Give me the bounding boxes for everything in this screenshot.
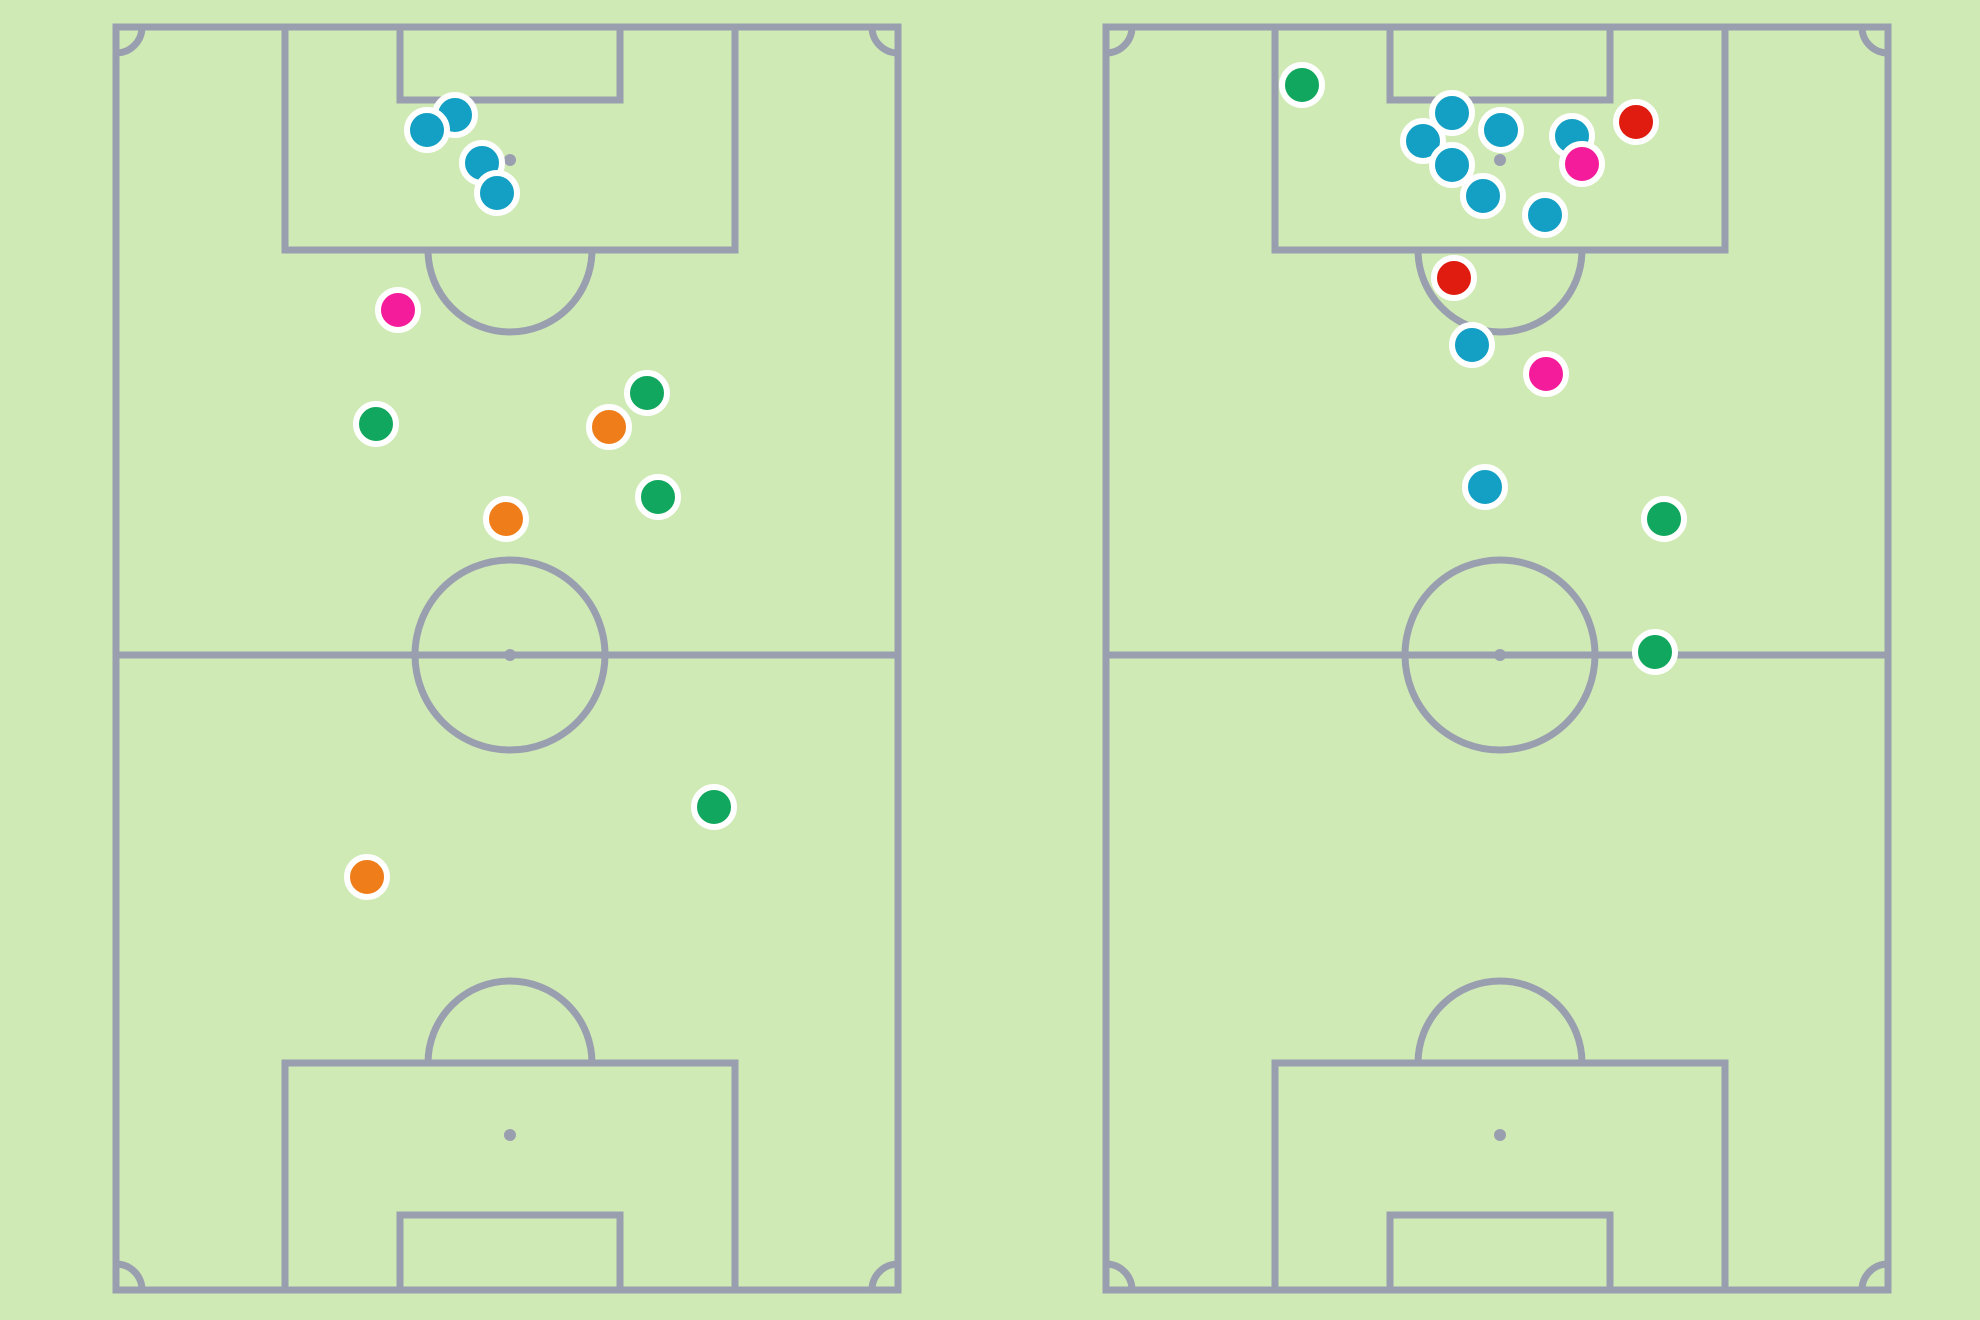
- penalty-spot-bottom: [504, 1129, 516, 1141]
- shot-marker-green[interactable]: [1279, 62, 1325, 108]
- shot-marker-blue[interactable]: [1429, 142, 1475, 188]
- shot-marker-green[interactable]: [1641, 496, 1687, 542]
- shot-marker-blue[interactable]: [1460, 173, 1506, 219]
- shot-marker-blue[interactable]: [1522, 192, 1568, 238]
- shot-marker-orange[interactable]: [483, 496, 529, 542]
- center-spot: [1494, 649, 1506, 661]
- center-circle: [1401, 556, 1599, 754]
- penalty-arc-bottom: [424, 977, 596, 1064]
- penalty-spot-top: [504, 154, 516, 166]
- shot-marker-red[interactable]: [1613, 99, 1659, 145]
- corner-arc-bottom-left: [1105, 1260, 1136, 1291]
- penalty-arc-bottom: [1414, 977, 1586, 1064]
- shot-marker-blue[interactable]: [1429, 90, 1475, 136]
- penalty-spot-top: [1494, 154, 1506, 166]
- shot-marker-pink[interactable]: [1559, 141, 1605, 187]
- pitch-panel-left-pitch: [112, 23, 902, 1294]
- corner-arc-top-right: [868, 26, 899, 57]
- pitch-panel-right-pitch: [990, 0, 1980, 1320]
- shot-marker-green[interactable]: [1632, 629, 1678, 675]
- six-yard-box-top: [1386, 23, 1614, 104]
- six-yard-box-top: [396, 23, 624, 104]
- shot-marker-pink[interactable]: [375, 287, 421, 333]
- shot-marker-blue[interactable]: [1478, 107, 1524, 153]
- penalty-arc-top: [1414, 249, 1586, 336]
- shot-marker-green[interactable]: [691, 784, 737, 830]
- corner-arc-bottom-left: [115, 1260, 146, 1291]
- corner-arc-top-left: [115, 26, 146, 57]
- penalty-box-bottom: [281, 1059, 739, 1294]
- penalty-box-bottom: [1271, 1059, 1729, 1294]
- pitch-svg: [1102, 23, 1892, 1294]
- corner-arc-top-right: [1858, 26, 1889, 57]
- shot-marker-orange[interactable]: [586, 404, 632, 450]
- penalty-spot-bottom: [1494, 1129, 1506, 1141]
- six-yard-box-bottom: [396, 1211, 624, 1294]
- shot-marker-blue[interactable]: [404, 107, 450, 153]
- corner-arc-bottom-right: [1858, 1260, 1889, 1291]
- center-spot: [504, 649, 516, 661]
- shot-marker-blue[interactable]: [474, 170, 520, 216]
- penalty-arc-top: [424, 249, 596, 336]
- pitch-svg: [112, 23, 902, 1294]
- shot-marker-blue[interactable]: [1449, 322, 1495, 368]
- shot-marker-blue[interactable]: [1400, 118, 1446, 164]
- shot-marker-pink[interactable]: [1523, 351, 1569, 397]
- shot-marker-red[interactable]: [1431, 255, 1477, 301]
- penalty-box-top: [281, 23, 739, 254]
- shot-marker-orange[interactable]: [344, 854, 390, 900]
- shot-marker-green[interactable]: [624, 370, 670, 416]
- corner-arc-bottom-right: [868, 1260, 899, 1291]
- shot-marker-green[interactable]: [635, 474, 681, 520]
- center-circle: [411, 556, 609, 754]
- six-yard-box-bottom: [1386, 1211, 1614, 1294]
- shot-marker-green[interactable]: [353, 401, 399, 447]
- corner-arc-top-left: [1105, 26, 1136, 57]
- shot-marker-blue[interactable]: [1462, 464, 1508, 510]
